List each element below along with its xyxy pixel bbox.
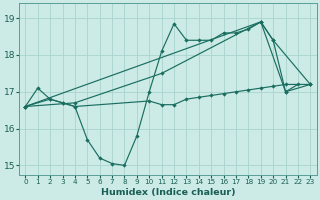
X-axis label: Humidex (Indice chaleur): Humidex (Indice chaleur) bbox=[100, 188, 235, 197]
